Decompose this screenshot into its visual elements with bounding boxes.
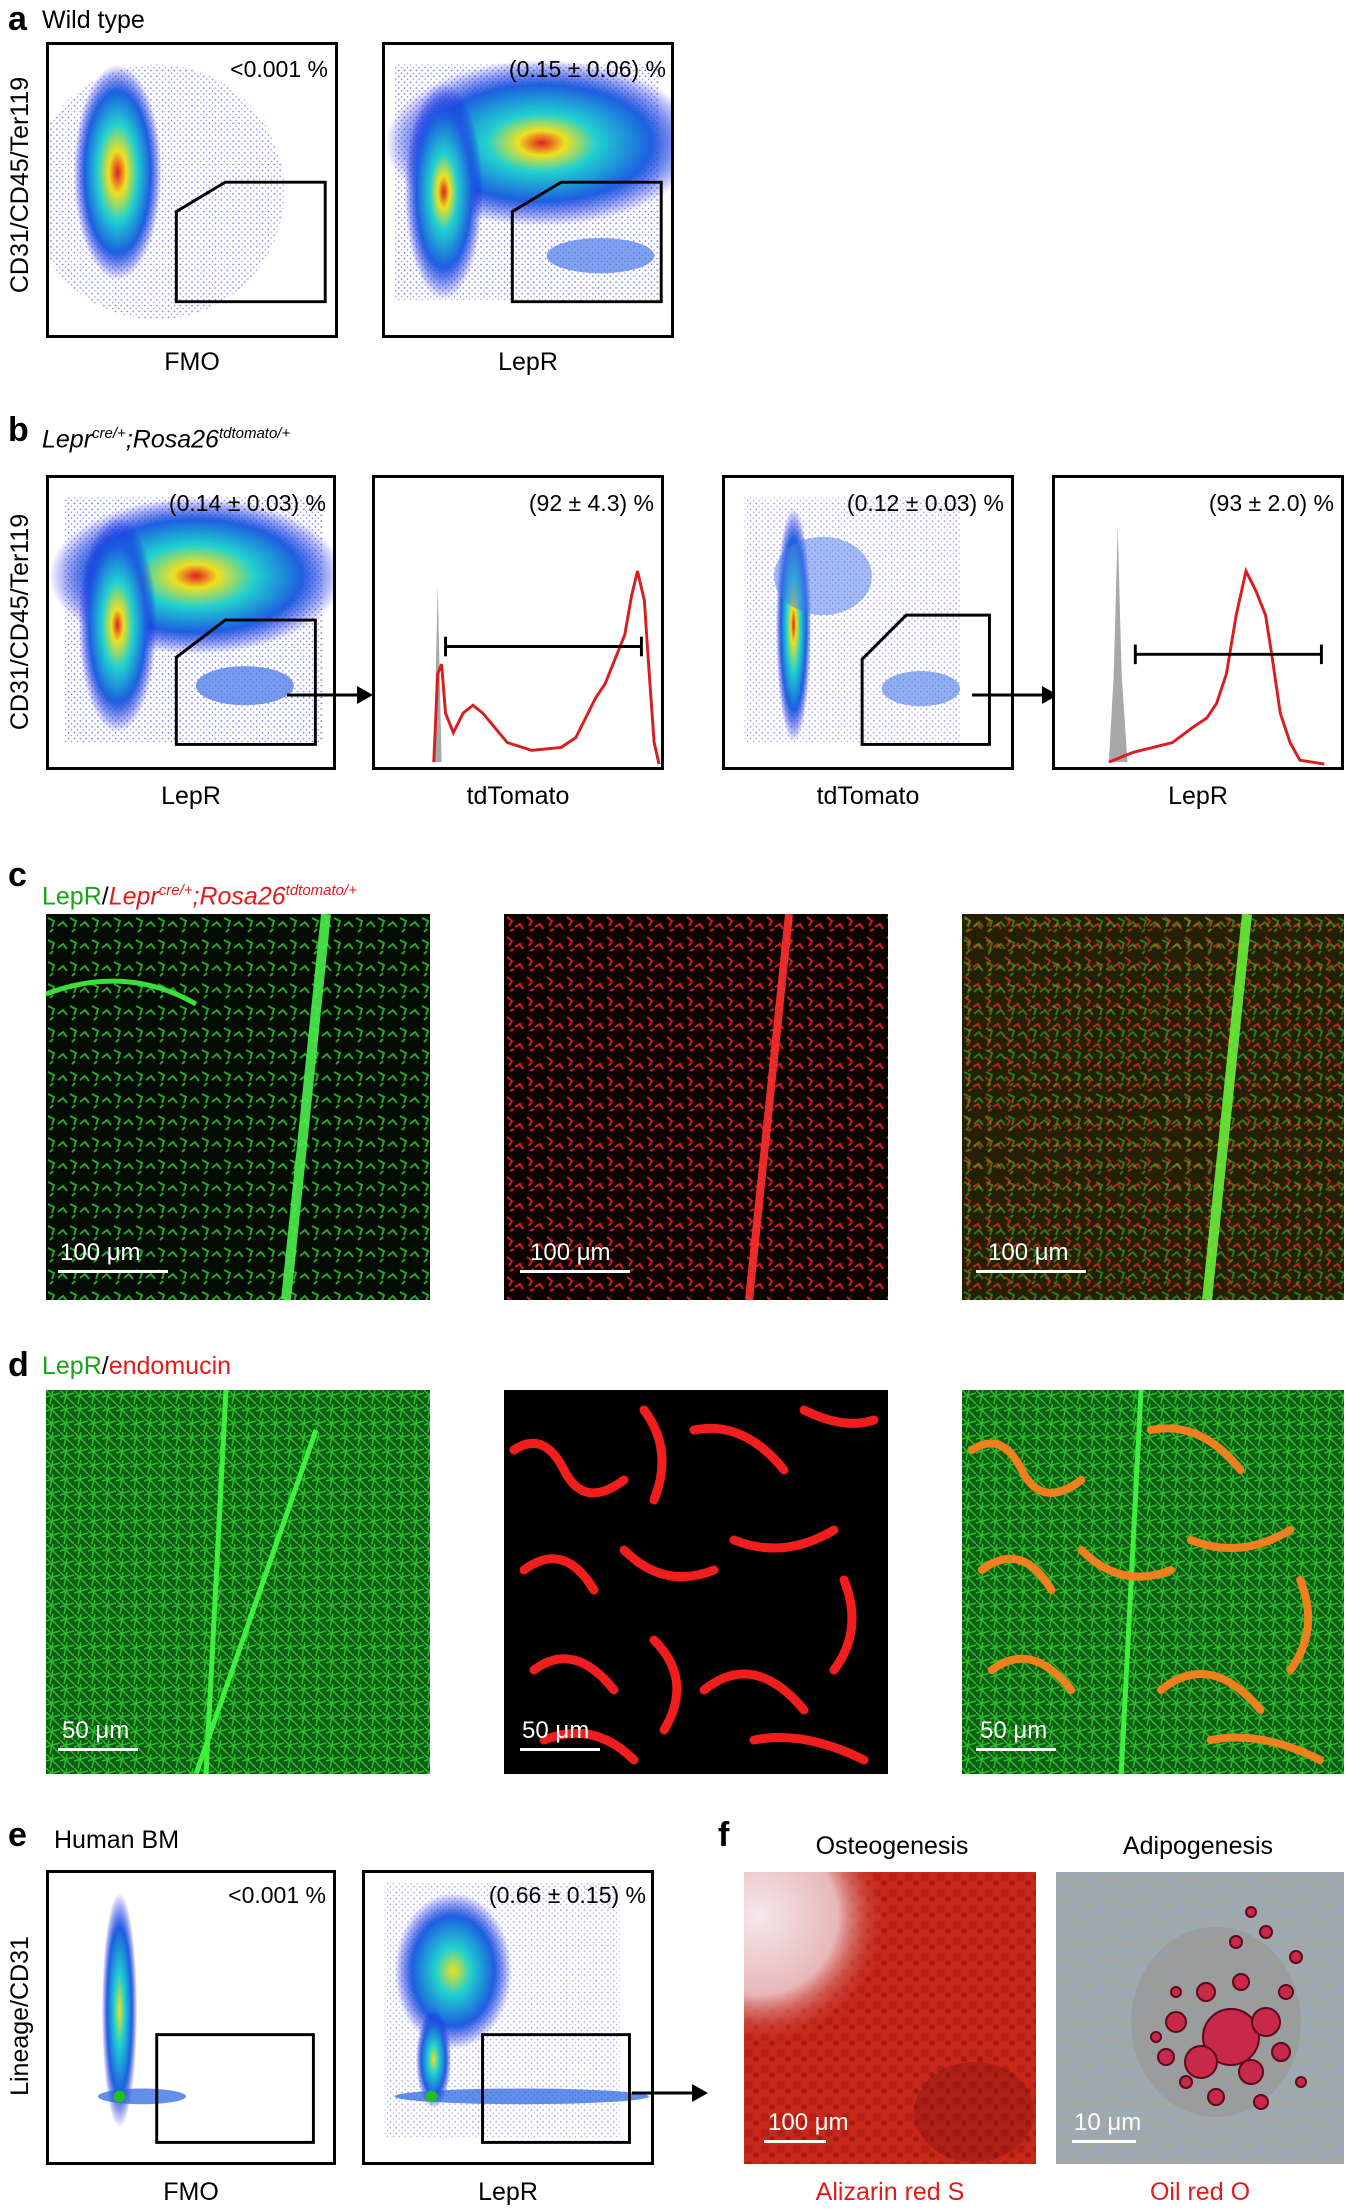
pct-b1: (0.14 ± 0.03) % — [168, 490, 326, 516]
micrograph-d-merge: 50 μm — [962, 1390, 1344, 1774]
panel-b-sup2: tdtomato/+ — [218, 425, 291, 442]
gate-arrow-e — [632, 2084, 708, 2102]
scalebar-c3 — [976, 1270, 1086, 1273]
scale-text-c2: 100 μm — [530, 1239, 611, 1266]
panel-a-title: Wild type — [42, 6, 145, 34]
micrograph-d-endomucin: 50 μm — [504, 1390, 888, 1774]
panel-f-title-osteo: Osteogenesis — [815, 1832, 969, 1860]
flow-density-b3 — [744, 497, 991, 746]
panel-a-ylabel: CD31/CD45/Ter119 — [6, 76, 34, 294]
panel-d-title-green: LepR — [42, 1352, 102, 1380]
scale-text-d2: 50 μm — [522, 1717, 590, 1744]
panel-letter-b: b — [8, 411, 29, 449]
pct-a-fmo: <0.001 % — [230, 56, 328, 82]
xlabel-e-lepr: LepR — [478, 2178, 538, 2206]
pct-b3: (0.12 ± 0.03) % — [846, 490, 1004, 516]
panel-b-title: Leprcre/+;Rosa26tdtomato/+ — [42, 420, 290, 453]
panel-c-title-red2: ;Rosa26 — [192, 882, 286, 911]
panel-letter-c: c — [8, 856, 27, 894]
panel-b-gene2: ;Rosa26 — [125, 425, 219, 454]
panel-b-ylabel: CD31/CD45/Ter119 — [6, 513, 34, 731]
xlabel-b4: LepR — [1168, 782, 1228, 810]
xlabel-b2: tdTomato — [466, 782, 570, 810]
panel-letter-e: e — [8, 1816, 27, 1854]
histogram-b2 — [372, 475, 664, 770]
pct-b4: (93 ± 2.0) % — [1208, 490, 1334, 516]
xlabel-b1: LepR — [161, 782, 221, 810]
pct-a-lepr: (0.15 ± 0.06) % — [508, 56, 666, 82]
xlabel-e-fmo: FMO — [163, 2178, 219, 2206]
panel-f-title-adipo: Adipogenesis — [1122, 1832, 1274, 1860]
flow-plot-e-fmo — [46, 1870, 336, 2165]
panel-c-title-sep: / — [101, 882, 109, 911]
stain-image-osteogenesis: 100 μm — [744, 1872, 1036, 2164]
flow-plot-a-fmo — [46, 42, 338, 338]
flow-plot-b1 — [46, 475, 336, 770]
scale-text-c1: 100 μm — [60, 1239, 141, 1266]
micrograph-c-lepr: 100 μm — [46, 914, 430, 1300]
panel-letter-d: d — [8, 1346, 29, 1384]
flow-plot-e-lepr — [362, 1870, 654, 2165]
scalebar-f2 — [1072, 2140, 1136, 2143]
panel-c-title-green: LepR — [42, 882, 102, 911]
panel-e-title: Human BM — [54, 1826, 180, 1854]
panel-letter-a: a — [8, 0, 27, 38]
gate-arrow-b1 — [287, 686, 373, 704]
panel-c-title-sup2: tdtomato/+ — [285, 882, 357, 899]
micrograph-c-tdtomato: 100 μm — [504, 914, 888, 1300]
flow-density-fmo — [49, 64, 327, 320]
scalebar-d2 — [520, 1748, 600, 1751]
micrograph-c-merge: 100 μm — [962, 914, 1344, 1300]
panel-d-title-red: endomucin — [108, 1352, 232, 1380]
stain-label-oilred: Oil red O — [1149, 2178, 1251, 2206]
xlabel-a-fmo: FMO — [164, 348, 220, 376]
scale-text-c3: 100 μm — [988, 1239, 1069, 1266]
pct-b2: (92 ± 4.3) % — [528, 490, 654, 516]
scalebar-f1 — [764, 2140, 826, 2143]
scalebar-c1 — [58, 1270, 168, 1273]
flow-plot-b3 — [722, 475, 1014, 770]
panel-d-title-sep: / — [101, 1352, 109, 1380]
micrograph-d-lepr: 50 μm — [46, 1390, 430, 1774]
scale-text-f2: 10 μm — [1074, 2109, 1142, 2136]
xlabel-a-lepr: LepR — [498, 348, 558, 376]
gate-arrow-b3 — [972, 686, 1058, 704]
pct-e-fmo: <0.001 % — [228, 1882, 326, 1908]
pct-e-lepr: (0.66 ± 0.15) % — [488, 1882, 646, 1908]
stain-image-adipogenesis: 10 μm — [1056, 1872, 1344, 2164]
panel-c-title-sup1: cre/+ — [158, 882, 193, 899]
panel-d-title: LepR/endomucin — [42, 1352, 231, 1380]
stain-label-alizarin: Alizarin red S — [815, 2178, 965, 2206]
scale-text-d3: 50 μm — [980, 1717, 1048, 1744]
panel-b-gene1: Lepr — [42, 425, 93, 454]
flow-density-lepr — [385, 59, 671, 304]
histogram-b2-curves — [432, 570, 661, 765]
flow-density-e-fmo — [97, 1892, 315, 2144]
scalebar-c2 — [520, 1270, 630, 1273]
flow-density-e-lepr — [384, 1882, 650, 2144]
flow-plot-a-lepr — [382, 42, 674, 338]
panel-e-ylabel: Lineage/CD31 — [6, 1936, 34, 2096]
panel-c-title: LepR/Leprcre/+;Rosa26tdtomato/+ — [42, 877, 357, 910]
panel-c-title-red1: Lepr — [108, 882, 159, 911]
flow-density-b1 — [49, 497, 333, 746]
xlabel-b3: tdTomato — [816, 782, 920, 810]
scale-text-d1: 50 μm — [62, 1717, 130, 1744]
scalebar-d3 — [976, 1748, 1056, 1751]
scale-text-f1: 100 μm — [768, 2109, 849, 2136]
panel-b-sup1: cre/+ — [92, 425, 126, 442]
histogram-b4-curves — [1108, 526, 1325, 766]
scalebar-d1 — [58, 1748, 138, 1751]
panel-letter-f: f — [718, 1816, 730, 1854]
histogram-b4 — [1052, 475, 1344, 770]
